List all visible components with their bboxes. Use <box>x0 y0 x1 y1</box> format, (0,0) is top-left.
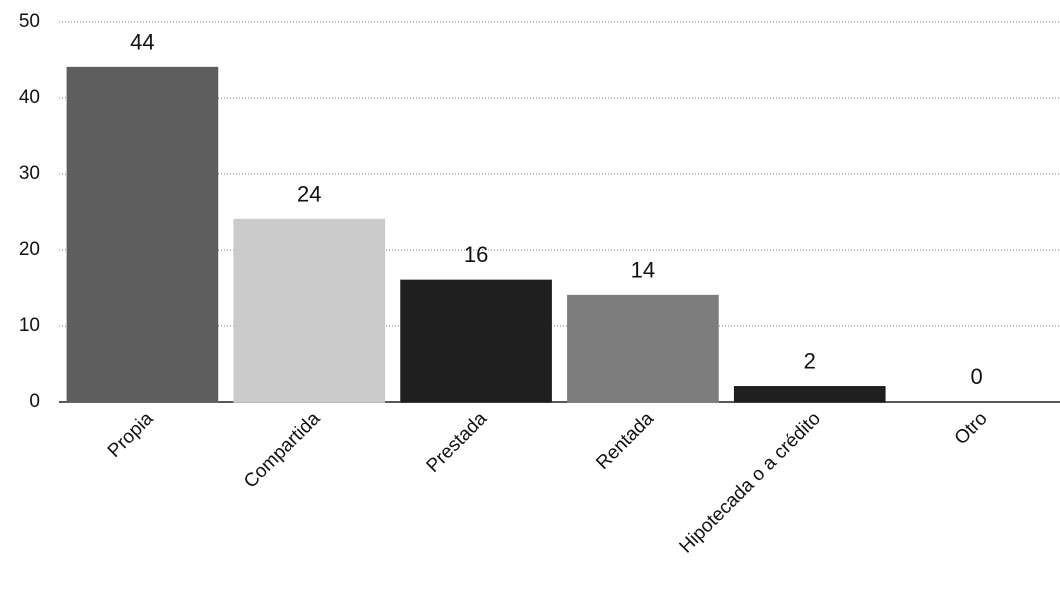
bar <box>400 279 552 403</box>
bar <box>66 66 219 403</box>
x-tick-label: Rentada <box>592 408 658 474</box>
x-tick-label: Otro <box>951 408 992 449</box>
y-tick-label: 30 <box>19 163 40 184</box>
bar <box>233 218 386 403</box>
y-tick-label: 20 <box>19 239 40 260</box>
x-tick-label: Prestada <box>423 408 492 477</box>
y-tick-label: 40 <box>19 87 40 108</box>
x-tick-label: Compartida <box>240 408 325 493</box>
bar <box>567 294 719 403</box>
x-tick-label: Propia <box>104 408 158 462</box>
y-tick-label: 0 <box>29 391 40 412</box>
data-label: 2 <box>804 349 816 374</box>
data-label: 44 <box>130 29 154 54</box>
y-tick-label: 50 <box>19 11 40 32</box>
data-label: 14 <box>631 257 655 282</box>
x-tick-label: Hipotecada o a crédito <box>676 408 825 557</box>
y-tick-label: 10 <box>19 315 40 336</box>
bar <box>733 386 886 403</box>
data-label: 16 <box>464 242 488 267</box>
data-label: 0 <box>970 364 982 389</box>
data-label: 24 <box>297 181 321 206</box>
